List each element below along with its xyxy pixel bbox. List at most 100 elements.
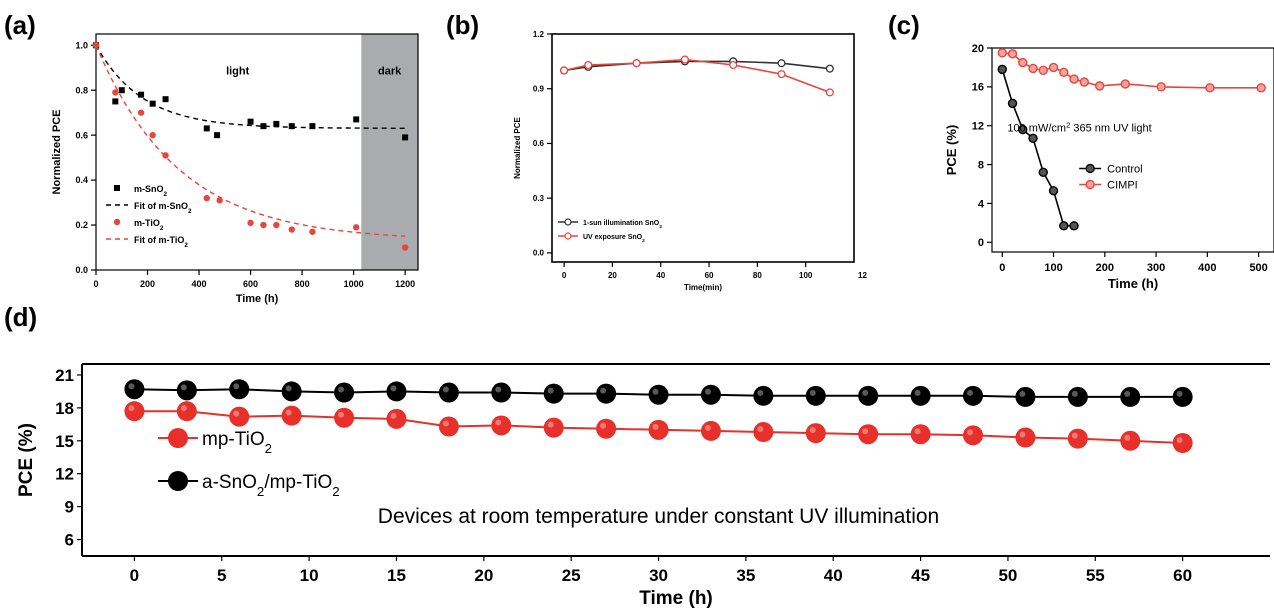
annotation-light: light [226, 65, 250, 77]
data-point-circle [1038, 65, 1048, 76]
fit-curve-1 [95, 44, 406, 129]
data-point-circle [997, 64, 1007, 75]
data-point-ball [858, 385, 879, 406]
data-point-circle [680, 55, 689, 64]
data-point-ball [700, 420, 721, 441]
data-point-highlight [338, 411, 345, 418]
x-tick-label: 100 [1044, 262, 1062, 274]
x-tick-label: 60 [1173, 566, 1192, 585]
data-point-ball [700, 384, 721, 405]
data-point-ball [543, 417, 564, 438]
data-point-highlight [757, 389, 764, 396]
data-point-circle [1059, 221, 1069, 231]
data-point-ball [753, 385, 774, 406]
data-point-square [273, 120, 280, 127]
data-point-square [203, 125, 210, 132]
panel-c-letter: (c) [888, 10, 920, 40]
data-point-circle [112, 89, 119, 96]
data-point-circle [1028, 133, 1038, 144]
y-tick-label: 4 [978, 198, 985, 210]
data-point-square [214, 132, 221, 139]
panel-a-letter: (a) [4, 10, 36, 40]
data-point-ball [281, 405, 302, 426]
data-point-highlight [862, 428, 869, 435]
data-point-highlight [600, 387, 607, 394]
y-tick-label: 1.0 [75, 40, 88, 50]
data-point-circle [1079, 77, 1089, 87]
plot-frame [551, 33, 855, 263]
data-point-square [138, 91, 145, 98]
data-point-highlight [442, 420, 449, 427]
data-point-ball [805, 423, 826, 444]
x-tick-label: 12 [858, 271, 867, 280]
y-tick-label: 15 [55, 432, 74, 451]
data-point-ball [910, 385, 931, 406]
y-tick-label: 0 [978, 237, 984, 249]
data-point-square [112, 98, 119, 105]
data-point-ball [124, 379, 145, 400]
data-point-ball [386, 408, 407, 429]
data-point-circle [1205, 83, 1215, 93]
x-tick-label: 0 [130, 566, 139, 585]
data-point-ball [805, 385, 826, 406]
x-tick-label: 15 [387, 566, 406, 585]
panel-b-letter: (b) [446, 10, 479, 40]
x-axis-label: Time(min) [684, 283, 722, 292]
data-point-ball [1172, 432, 1193, 453]
x-tick-label: 200 [140, 279, 155, 289]
x-axis-label: Time (h) [639, 588, 713, 609]
data-point-circle [1156, 82, 1166, 92]
data-point-square [402, 134, 409, 141]
x-tick-label: 40 [656, 271, 665, 280]
data-point-highlight [757, 426, 764, 433]
data-point-ball [386, 381, 407, 402]
data-point-highlight [1176, 390, 1183, 397]
data-point-ball [334, 382, 355, 403]
x-tick-label: 25 [562, 566, 581, 585]
data-point-ball [491, 382, 512, 403]
data-point-highlight [233, 410, 240, 417]
x-tick-label: 60 [705, 271, 714, 280]
data-point-highlight [652, 423, 659, 430]
y-tick-label: 0.8 [75, 85, 88, 95]
y-axis-label: PCE (%) [16, 423, 37, 497]
data-point-highlight [652, 388, 659, 395]
data-point-circle [149, 131, 156, 139]
data-point-ball [1172, 386, 1193, 407]
x-tick-label: 0 [93, 279, 98, 289]
data-point-ball [648, 384, 669, 405]
data-point-circle [247, 219, 254, 226]
y-axis-label: Normalized PCE [513, 116, 522, 178]
legend-marker-circle [564, 218, 572, 226]
data-point-highlight [442, 386, 449, 393]
data-point-circle [401, 244, 409, 251]
data-point-circle [309, 228, 316, 235]
y-tick-label: 0.4 [75, 175, 88, 185]
panel-d: (d) 0 5 10 15 20 25 30 35 40 45 50 55 60 6 9 12 15 18 21 Ti… [4, 302, 1270, 609]
data-point-highlight [967, 389, 973, 396]
data-point-highlight [1124, 390, 1131, 397]
data-point-highlight [338, 386, 345, 393]
data-point-highlight [967, 429, 973, 436]
x-tick-label: 20 [474, 566, 493, 585]
annotation-dark: dark [378, 65, 402, 77]
data-point-ball [176, 380, 197, 401]
panel-d-letter: (d) [4, 302, 37, 332]
y-tick-label: 0.2 [75, 220, 88, 230]
data-point-ball [491, 415, 512, 436]
y-tick-label: 0.3 [533, 194, 545, 203]
data-point-highlight [1019, 390, 1026, 397]
x-tick-label: 1000 [344, 279, 364, 289]
data-point-circle [997, 48, 1007, 58]
series-line-0 [1001, 69, 1074, 227]
data-point-ball [229, 379, 250, 400]
x-tick-label: 0 [562, 271, 567, 280]
data-point-highlight [285, 385, 292, 392]
data-point-circle [203, 194, 210, 202]
y-tick-label: 0.6 [533, 139, 545, 148]
data-point-highlight [390, 412, 397, 419]
data-point-circle [825, 88, 834, 97]
legend-marker-circle [1085, 163, 1095, 174]
data-point-circle [137, 109, 145, 116]
data-point-circle [632, 59, 641, 68]
